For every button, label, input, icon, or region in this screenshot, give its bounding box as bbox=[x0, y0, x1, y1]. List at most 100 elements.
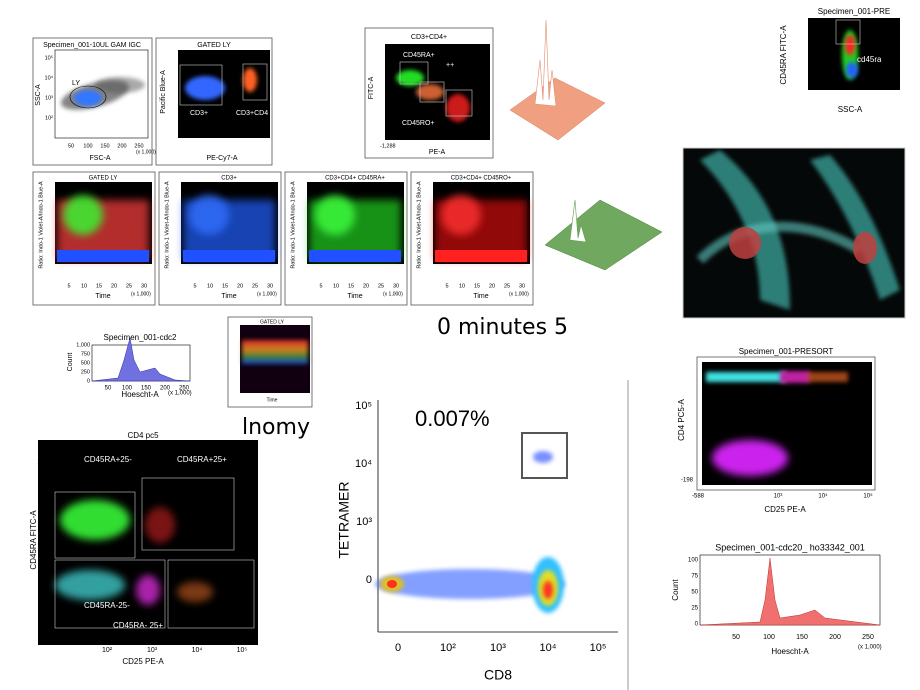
x-tick-label: 10⁴ bbox=[192, 647, 203, 654]
gate-label: cd45ra bbox=[857, 55, 882, 64]
gate-label: ++ bbox=[446, 62, 454, 69]
x-tick-label: 10⁵ bbox=[237, 647, 248, 654]
x-tick-label: 150 bbox=[796, 634, 808, 641]
panel-scatter: Specimen_001-PRE cd45ra CD45RA FITC-A SS… bbox=[779, 7, 900, 114]
x-tick-label: 10² bbox=[102, 647, 113, 654]
x-tick-label: 15 bbox=[96, 283, 102, 289]
x-tick-label: 15 bbox=[474, 283, 480, 289]
y-tick-label: 0 bbox=[87, 378, 90, 384]
x-tick-label: 30 bbox=[267, 283, 273, 289]
x-label: CD8 bbox=[484, 667, 512, 683]
baseline bbox=[183, 250, 275, 262]
panel-scatter: Specimen_001-PRESORT CD4 PC5-A CD25 PE-A… bbox=[677, 347, 876, 514]
y-label: Ratio: Indo-1 Violet-A/Indo-1 Blue-A bbox=[164, 181, 170, 269]
panel-quadrant: CD4 pc5 CD45RA+25- CD45RA+25+ CD45RA-25-… bbox=[29, 431, 258, 666]
x-tick-label: 100 bbox=[83, 143, 92, 149]
surface-plot bbox=[544, 199, 663, 271]
x-tick-label: 20 bbox=[489, 283, 495, 289]
x-label: Hoescht-A bbox=[121, 390, 159, 399]
title: GATED LY bbox=[260, 319, 285, 325]
x-tick-label: 5 bbox=[319, 283, 322, 289]
x-tick-label: 0 bbox=[395, 642, 401, 654]
surface-plot bbox=[509, 19, 606, 141]
x-tick-label: 25 bbox=[378, 283, 384, 289]
y-tick-label: 10⁴ bbox=[45, 74, 54, 81]
title: Specimen_001-cdc20_ ho33342_001 bbox=[715, 542, 865, 552]
time-panel: CD3+CD4+ CD45RO+ Ratio: Indo-1 Violet-A/I… bbox=[410, 171, 534, 306]
x-label: PE-Cy7-A bbox=[206, 155, 237, 162]
x-tick-label: 15 bbox=[348, 283, 354, 289]
y-tick-label: 10⁴ bbox=[355, 458, 372, 470]
x-tick-label: 100 bbox=[763, 634, 775, 641]
panel-scatter: CD3+CD4+ CD45RA+ CD45RO+ ++ FITC-A PE-A … bbox=[364, 27, 494, 159]
y-label: Pacific Blue-A bbox=[160, 70, 167, 114]
x-tick-label: 150 bbox=[100, 143, 109, 149]
baseline bbox=[57, 250, 149, 262]
panel-tetramer: 0.007% TETRAMER CD8 0 10² 10³ 10⁴ 10⁵ 10⁵ 10⁴ 1… bbox=[318, 388, 628, 683]
x-tick-label: 10³ bbox=[774, 494, 783, 500]
title: Specimen_001-10UL GAM IGC bbox=[43, 42, 141, 49]
x-tick-label: 25 bbox=[252, 283, 258, 289]
x-tick-label: 15 bbox=[222, 283, 228, 289]
x-tick-label: 10 bbox=[81, 283, 87, 289]
title: CD3+CD4+ CD45RA+ bbox=[325, 176, 385, 182]
title: CD3+CD4+ CD45RO+ bbox=[451, 176, 512, 182]
x-tick-label: 10² bbox=[440, 642, 456, 654]
x-tick-label: 150 bbox=[141, 386, 152, 392]
time-panels: GATED LY Ratio: Indo-1 Violet-A/Indo-1 Bl… bbox=[32, 171, 534, 306]
x-tick-label: 200 bbox=[829, 634, 841, 641]
y-tick-label: 0 bbox=[695, 622, 699, 628]
baseline bbox=[309, 250, 401, 262]
x-tick-label: 10³ bbox=[147, 647, 158, 654]
x-tick-label: 30 bbox=[519, 283, 525, 289]
x-tick-label: 25 bbox=[126, 283, 132, 289]
x-label: SSC-A bbox=[838, 105, 863, 114]
y-label: CD45RA FITC-A bbox=[779, 25, 788, 85]
time-panel: CD3+CD4+ CD45RA+ Ratio: Indo-1 Violet-A/I… bbox=[284, 171, 408, 306]
gate-label: LY bbox=[72, 80, 80, 87]
x-tick-label: 25 bbox=[504, 283, 510, 289]
x-tick-label: 10 bbox=[207, 283, 213, 289]
y-min: -198 bbox=[681, 478, 694, 484]
x-tick-label: 10⁵ bbox=[863, 493, 873, 500]
y-label: CD45RA FITC-A bbox=[29, 510, 38, 570]
cut-text: lnomy bbox=[242, 415, 310, 440]
y-tick-label: 25 bbox=[691, 606, 698, 612]
quadrant-label: CD45RA+25+ bbox=[177, 455, 227, 464]
y-tick-label: 10³ bbox=[38, 575, 49, 582]
x-tick-label: 50 bbox=[105, 386, 112, 392]
y-tick-label: 75 bbox=[691, 574, 698, 580]
title: CD3+ bbox=[221, 176, 237, 182]
title: Specimen_001-cdc2 bbox=[104, 333, 177, 342]
micrograph bbox=[682, 147, 906, 319]
y-label: Count bbox=[67, 353, 74, 372]
y-tick-label: 100 bbox=[688, 558, 699, 564]
y-label: CD4 PC5-A bbox=[677, 398, 686, 440]
y-tick-label: 10² bbox=[38, 633, 49, 640]
panel-scatter: GATED LY Time bbox=[227, 316, 313, 408]
title: CD4 pc5 bbox=[127, 431, 159, 440]
y-tick-label: 10⁵ bbox=[37, 459, 48, 466]
x-tick-label: 200 bbox=[160, 386, 171, 392]
ticks: 50 100 150 200 250 10⁵ 10⁴ 10³ 10² bbox=[45, 54, 144, 149]
y-label: Count bbox=[671, 579, 680, 601]
x-label: Hoescht-A bbox=[771, 647, 809, 656]
time-panel: CD3+ Ratio: Indo-1 Violet-A/Indo-1 Blue-A… bbox=[158, 171, 282, 306]
x-scale: (x 1,000) bbox=[136, 149, 156, 155]
x-label: Time bbox=[221, 293, 236, 300]
cloud bbox=[441, 195, 481, 235]
x-tick-label: 50 bbox=[68, 143, 74, 149]
time-panel: GATED LY Ratio: Indo-1 Violet-A/Indo-1 Bl… bbox=[32, 171, 156, 306]
x-scale: (x 1,000) bbox=[257, 291, 277, 297]
y-tick-label: 250 bbox=[81, 369, 90, 375]
y-tick-label: 50 bbox=[691, 590, 698, 596]
gate-label: CD45RO+ bbox=[402, 120, 434, 127]
x-tick-label: 20 bbox=[237, 283, 243, 289]
title: GATED LY bbox=[197, 42, 231, 49]
y-label: Ratio: Indo-1 Violet-A/Indo-1 Blue-A bbox=[290, 181, 296, 269]
x-scale: (x 1,000) bbox=[509, 291, 529, 297]
x-tick-label: 5 bbox=[67, 283, 70, 289]
x-label: CD25 PE-A bbox=[122, 657, 164, 666]
cloud bbox=[315, 195, 355, 235]
y-tick-label: 750 bbox=[81, 351, 90, 357]
